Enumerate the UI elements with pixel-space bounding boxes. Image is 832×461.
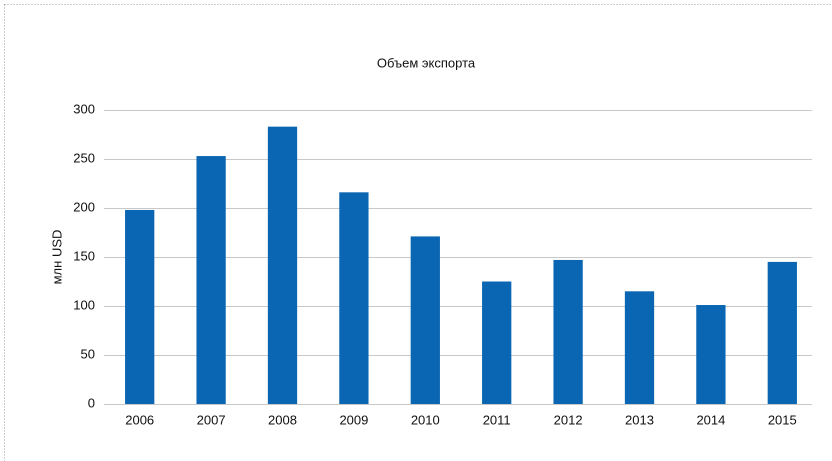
bar xyxy=(482,281,512,404)
y-axis-label: млн USD xyxy=(49,230,64,285)
bar xyxy=(339,192,369,404)
frame xyxy=(4,4,832,461)
bar xyxy=(267,126,298,404)
bar xyxy=(553,259,583,404)
y-tick-label: 300 xyxy=(73,101,95,116)
x-tick-label: 2014 xyxy=(696,412,725,427)
y-tick-label: 150 xyxy=(73,248,95,263)
x-tick-label: 2010 xyxy=(411,412,440,427)
bar xyxy=(125,209,155,404)
x-tick-label: 2013 xyxy=(625,412,654,427)
x-tick-label: 2007 xyxy=(197,412,226,427)
x-tick-label: 2009 xyxy=(339,412,368,427)
y-tick-label: 250 xyxy=(73,150,95,165)
chart-title: Объем экспорта xyxy=(377,55,476,70)
x-tick-label: 2012 xyxy=(554,412,583,427)
y-tick-label: 100 xyxy=(73,297,95,312)
x-tick-label: 2011 xyxy=(483,412,511,427)
bar xyxy=(196,156,226,404)
bar xyxy=(624,291,655,404)
x-tick-label: 2006 xyxy=(125,412,154,427)
x-tick-label: 2008 xyxy=(268,412,297,427)
y-tick-label: 50 xyxy=(81,346,95,361)
bar xyxy=(410,236,440,404)
bar xyxy=(767,261,797,404)
bar xyxy=(696,305,726,404)
x-tick-label: 2015 xyxy=(768,412,797,427)
y-tick-label: 0 xyxy=(88,395,95,410)
y-tick-label: 200 xyxy=(73,199,95,214)
